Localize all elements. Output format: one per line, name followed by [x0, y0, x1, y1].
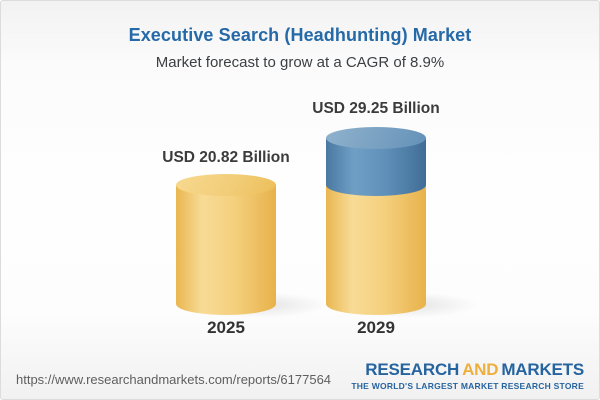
page-title: Executive Search (Headhunting) Market [128, 25, 472, 45]
bar-value-label-2025: USD 20.82 Billion [162, 149, 290, 166]
bar-top-cap-2029 [326, 127, 426, 149]
logo-word-and: AND [462, 360, 499, 379]
bar-year-label-2029: 2029 [357, 318, 395, 337]
bar-top-cap-2025 [176, 174, 276, 196]
report-url: https://www.researchandmarkets.com/repor… [16, 372, 332, 387]
bar-value-label-2029: USD 29.25 Billion [312, 100, 440, 117]
bar-bottom-edge-2025 [176, 293, 276, 315]
logo-wordmark: RESEARCH AND MARKETS [351, 361, 584, 378]
logo-word-markets: MARKETS [501, 360, 584, 379]
bar-year-label-2025: 2025 [207, 318, 245, 337]
bar-bottom-edge-2029 [326, 293, 426, 315]
bar-segment-base-2025 [176, 185, 276, 304]
logo-tagline: THE WORLD'S LARGEST MARKET RESEARCH STOR… [351, 381, 584, 391]
page-subtitle: Market forecast to grow at a CAGR of 8.9… [155, 54, 445, 71]
logo-word-research: RESEARCH [365, 360, 460, 379]
researchandmarkets-logo: RESEARCH AND MARKETS THE WORLD'S LARGEST M… [351, 361, 584, 391]
bar-segment-base-2029 [326, 185, 426, 304]
